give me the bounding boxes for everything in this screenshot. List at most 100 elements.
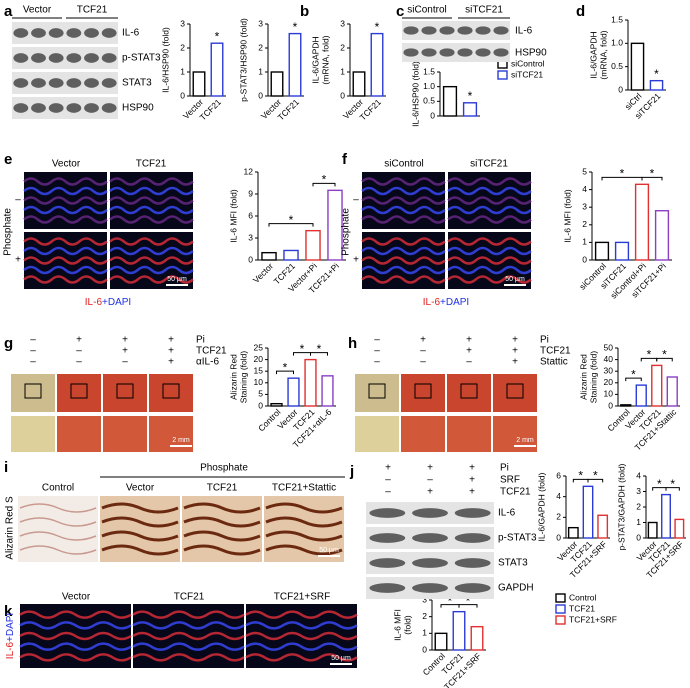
blot-band bbox=[84, 53, 99, 63]
column-label: Vector bbox=[52, 159, 81, 170]
tissue bbox=[109, 246, 194, 256]
y-axis-title: p-STAT3/HSP90 (fold) bbox=[238, 18, 248, 102]
bar bbox=[582, 485, 594, 539]
y-axis-title: Alizarin Red bbox=[578, 354, 588, 400]
band-label: IL-6 bbox=[498, 508, 516, 519]
panel-letter: i bbox=[4, 459, 8, 476]
bar bbox=[649, 79, 664, 91]
blot-band bbox=[454, 558, 491, 568]
tissue bbox=[183, 502, 261, 514]
y-tick-label: 1.5 bbox=[423, 66, 435, 76]
bracket bbox=[587, 478, 604, 483]
scale-label: 50 µm bbox=[319, 547, 339, 554]
zoom-box bbox=[24, 383, 42, 399]
tissue bbox=[23, 215, 108, 224]
blot-band bbox=[13, 78, 29, 88]
blot-band bbox=[421, 26, 437, 35]
band-label: HSP90 bbox=[515, 48, 547, 59]
tissue bbox=[361, 177, 446, 186]
tissue bbox=[245, 653, 358, 662]
row-title: Alizarin Red S bbox=[5, 496, 16, 560]
condition-sign: + bbox=[466, 335, 472, 346]
y-tick-label: 9 bbox=[248, 188, 253, 198]
y-tick-label: 1.5 bbox=[611, 14, 623, 24]
tissue bbox=[132, 653, 245, 662]
bar bbox=[305, 229, 321, 261]
condition-sign: – bbox=[420, 357, 426, 368]
panel-letter: k bbox=[4, 603, 13, 620]
band-label: STAT3 bbox=[122, 78, 152, 89]
condition-sign: + bbox=[469, 475, 475, 486]
band-label: STAT3 bbox=[498, 558, 528, 569]
stain-image bbox=[447, 374, 491, 412]
column-label: TCF21 bbox=[174, 592, 205, 603]
y-tick-label: 20 bbox=[254, 354, 264, 364]
blot-band bbox=[13, 103, 29, 113]
significance: * bbox=[289, 213, 294, 227]
blot-band bbox=[31, 28, 46, 38]
y-axis-title: p-STAT3/GAPDH (fold) bbox=[616, 463, 626, 550]
panel-letter: j bbox=[349, 463, 354, 480]
scale-label: 50 µm bbox=[167, 276, 187, 283]
blot-band bbox=[101, 78, 117, 88]
stain-il6: IL-6 bbox=[5, 642, 16, 660]
condition-sign: – bbox=[30, 357, 36, 368]
bracket bbox=[458, 604, 478, 608]
legend-label: Control bbox=[569, 592, 597, 602]
y-axis-title: IL-6/GAPDH bbox=[588, 31, 598, 78]
stain-image bbox=[11, 374, 55, 412]
bar bbox=[666, 376, 678, 407]
panel-letter: h bbox=[348, 335, 357, 352]
tissue bbox=[361, 205, 446, 215]
stain-il6: IL-6 bbox=[85, 297, 103, 308]
y-tick-label: 3 bbox=[582, 201, 587, 211]
y-tick-label: 2 bbox=[582, 219, 587, 229]
tissue bbox=[245, 610, 358, 619]
column-label: siTCF21 bbox=[470, 159, 508, 170]
bracket bbox=[665, 487, 680, 491]
y-tick-label: 12 bbox=[244, 166, 254, 176]
y-tick-label: 0 bbox=[258, 400, 263, 410]
y-tick-label: 1.0 bbox=[611, 38, 623, 48]
panel-letter: f bbox=[342, 151, 348, 168]
y-axis-title: IL-6/HSP90 (fold) bbox=[410, 61, 420, 127]
tissue bbox=[183, 544, 261, 556]
zoom-box bbox=[116, 383, 134, 399]
bar bbox=[647, 521, 658, 539]
tissue bbox=[245, 621, 358, 630]
row-title: Phosphate bbox=[3, 208, 14, 256]
y-tick-label: 40 bbox=[604, 354, 614, 364]
bracket bbox=[625, 377, 642, 382]
bar bbox=[630, 42, 645, 91]
condition-sign: – bbox=[385, 475, 391, 486]
legend-label: TCF21+SRF bbox=[569, 614, 617, 624]
y-tick-label: 4 bbox=[636, 470, 641, 480]
blot bbox=[12, 47, 118, 69]
band-label: GAPDH bbox=[498, 583, 534, 594]
stain-caption: IL-6+DAPI bbox=[5, 613, 16, 659]
y-axis-title: IL-6/GAPDH bbox=[310, 36, 320, 83]
bar bbox=[470, 625, 484, 651]
zoom-box bbox=[368, 383, 386, 399]
tissue bbox=[245, 642, 358, 651]
blot-band bbox=[66, 103, 82, 113]
stain-dapi: +DAPI bbox=[102, 297, 131, 308]
blot-band bbox=[412, 583, 448, 593]
significance: * bbox=[670, 477, 675, 491]
legend-swatch bbox=[555, 615, 566, 625]
y-tick-label: 1 bbox=[422, 628, 427, 638]
bar bbox=[270, 402, 283, 407]
blot-band bbox=[13, 28, 29, 38]
condition-sign: + bbox=[420, 335, 426, 346]
blot-band bbox=[84, 28, 99, 38]
y-tick-label: 0 bbox=[340, 90, 345, 100]
tissue bbox=[109, 237, 194, 246]
y-tick-label: 0 bbox=[430, 110, 435, 120]
tissue bbox=[361, 256, 446, 265]
significance: * bbox=[620, 166, 625, 180]
column-label: Vector bbox=[126, 483, 155, 494]
band-label: IL-6 bbox=[515, 26, 533, 37]
y-tick-label: 4 bbox=[556, 491, 561, 501]
tissue bbox=[265, 530, 343, 542]
